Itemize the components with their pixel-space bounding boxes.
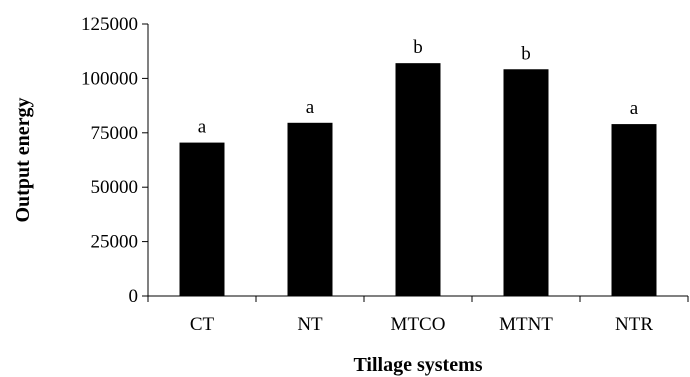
- bars: [179, 63, 657, 296]
- x-axis-title: Tillage systems: [353, 354, 482, 376]
- category-label: NT: [297, 314, 323, 335]
- y-ticks: 0 25000 50000 75000 100000 125000: [81, 14, 148, 307]
- x-ticks: [147, 296, 689, 302]
- bar-ntr: [611, 124, 657, 296]
- category-label: CT: [190, 314, 215, 335]
- category-label: MTNT: [499, 314, 553, 335]
- bar-nt: [287, 122, 333, 296]
- y-tick-label: 75000: [91, 123, 139, 144]
- significance-label: b: [413, 37, 423, 58]
- bar-mtnt: [503, 69, 549, 296]
- significance-label: a: [630, 98, 639, 119]
- significance-label: a: [306, 97, 315, 118]
- significance-labels: a a b b a: [198, 37, 639, 137]
- category-labels: CT NT MTCO MTNT NTR: [190, 314, 653, 335]
- y-axis-title: Output energy: [12, 98, 34, 223]
- category-label: MTCO: [391, 314, 446, 335]
- bar-mtco: [395, 63, 441, 296]
- significance-label: b: [521, 43, 531, 64]
- y-tick-label: 0: [129, 286, 139, 307]
- y-tick-label: 100000: [81, 68, 138, 89]
- y-tick-label: 25000: [91, 232, 139, 253]
- category-label: NTR: [615, 314, 653, 335]
- y-tick-label: 50000: [91, 177, 139, 198]
- significance-label: a: [198, 117, 207, 138]
- bar-ct: [179, 142, 225, 296]
- y-tick-label: 125000: [81, 14, 138, 35]
